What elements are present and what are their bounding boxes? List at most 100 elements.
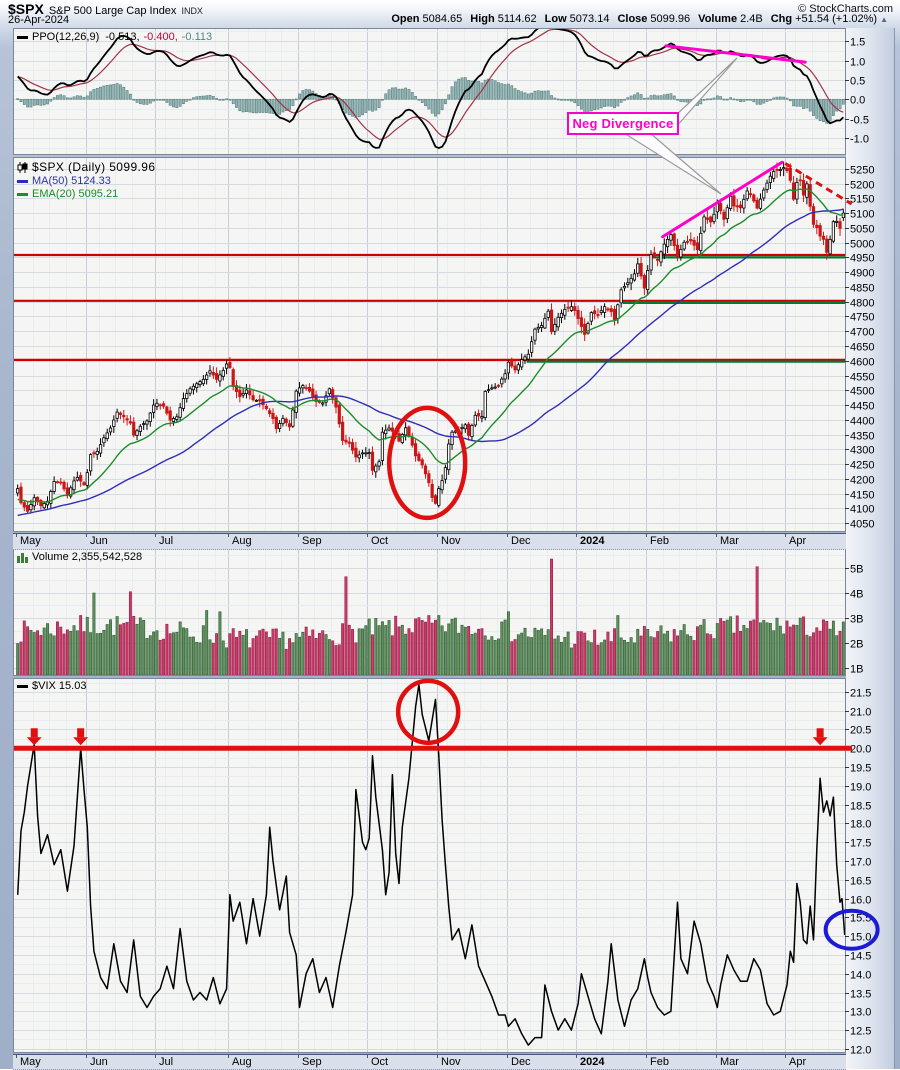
month-tick [367,1055,368,1058]
month-tick [228,534,229,537]
ppo-line-swatch [17,35,28,39]
month-label-Jul: Jul [159,535,174,547]
vix-line-swatch [17,684,28,688]
month-label-Jul: Jul [159,1056,174,1068]
volume-bars-icon [17,552,28,563]
svg-text:20.0: 20.0 [850,744,871,756]
svg-text:4700: 4700 [850,327,874,339]
month-tick [716,534,717,537]
ppo-legend-label: PPO(12,26,9) [32,31,100,43]
svg-text:16.5: 16.5 [850,876,871,888]
support-resistance-lines [14,253,845,363]
svg-text:4850: 4850 [850,283,874,295]
svg-text:17.5: 17.5 [850,838,871,850]
month-label-Oct: Oct [371,535,389,547]
svg-text:4350: 4350 [850,431,874,443]
x-axis-months-upper: May Jun Jul Aug Sep Oct Nov Dec 2024 Feb Mar Apr [13,533,846,550]
month-tick [437,534,438,537]
svg-text:15.5: 15.5 [850,913,871,925]
month-tick [298,1055,299,1058]
svg-text:4200: 4200 [850,475,874,487]
symbol-name: S&P 500 Large Cap Index [48,5,177,17]
month-label-Feb: Feb [650,1056,669,1068]
svg-text:4450: 4450 [850,401,874,413]
close-value: 5099.96 [650,13,691,25]
low-value: 5073.14 [569,13,610,25]
month-tick [646,534,647,537]
svg-text:0.0: 0.0 [850,95,865,107]
ema20-line-swatch [17,192,28,196]
month-label-May: May [20,1056,41,1068]
symbol-exchange: INDX [181,6,203,16]
svg-text:18.0: 18.0 [850,819,871,831]
ppo-signal-value: -0.400, [143,31,178,43]
svg-text:5B: 5B [850,564,863,576]
svg-text:4B: 4B [850,589,863,601]
svg-text:14.5: 14.5 [850,951,871,963]
svg-text:4900: 4900 [850,268,874,280]
volume-bars [16,558,845,675]
svg-text:4800: 4800 [850,298,874,310]
svg-text:1.0: 1.0 [850,57,865,69]
open-value: 5084.65 [422,13,463,25]
volume-panel: 5B 4B 3B 2B 1B [13,549,863,676]
month-label-Feb: Feb [650,535,669,547]
month-label-Sep: Sep [302,535,322,547]
month-label-2024: 2024 [580,1056,605,1068]
month-tick [437,1055,438,1058]
svg-text:1B: 1B [850,664,863,676]
month-label-2024: 2024 [580,535,605,547]
quote-summary: Open 5084.65 High 5114.62 Low 5073.14 Close 509… [383,13,888,25]
svg-text:19.0: 19.0 [850,782,871,794]
volume-value: 2.4B [740,13,763,25]
svg-text:-1.0: -1.0 [850,134,869,146]
svg-text:4750: 4750 [850,312,874,324]
month-tick [576,534,577,537]
price-legend: $SPX (Daily) 5099.96 [17,160,155,174]
svg-text:4050: 4050 [850,519,874,531]
month-label-Oct: Oct [371,1056,389,1068]
month-tick [785,1055,786,1058]
svg-text:1.5: 1.5 [850,37,865,49]
month-label-Sep: Sep [302,1056,322,1068]
month-tick [86,534,87,537]
month-label-Aug: Aug [232,1056,252,1068]
svg-text:15.0: 15.0 [850,932,871,944]
svg-text:3B: 3B [850,614,863,626]
month-label-Jun: Jun [90,1056,108,1068]
svg-text:4300: 4300 [850,445,874,457]
svg-text:5150: 5150 [850,194,874,206]
month-tick [16,1055,17,1058]
svg-text:2B: 2B [850,639,863,651]
svg-text:4550: 4550 [850,372,874,384]
month-tick [298,534,299,537]
svg-text:4250: 4250 [850,460,874,472]
svg-text:17.0: 17.0 [850,857,871,869]
svg-text:13.0: 13.0 [850,1007,871,1019]
volume-label: Volume [698,13,738,25]
price-legend-title: $SPX (Daily) 5099.96 [32,160,156,174]
month-label-Dec: Dec [511,535,531,547]
month-label-Jun: Jun [90,535,108,547]
volume-legend: Volume 2,355,542,528 [17,551,142,563]
high-label: High [470,13,495,25]
ma50-line-swatch [17,179,28,183]
svg-text:20.5: 20.5 [850,725,871,737]
month-label-Apr: Apr [789,535,807,547]
month-label-Mar: Mar [720,1056,739,1068]
svg-text:4600: 4600 [850,357,874,369]
svg-text:5100: 5100 [850,209,874,221]
svg-text:14.0: 14.0 [850,970,871,982]
ppo-hist-value: -0.113 [181,31,213,43]
vix-y-axis: 21.5 21.0 20.5 20.0 19.5 19.0 18.5 18.0 17.5 17.0… [845,688,871,1054]
ppo-series [16,29,845,149]
svg-text:12.5: 12.5 [850,1026,871,1038]
symbol: $SPX [8,1,44,17]
svg-text:5000: 5000 [850,239,874,251]
ema20-legend: EMA(20) 5095.21 [17,188,118,200]
svg-text:0.5: 0.5 [850,76,865,88]
price-y-axis: 5250 5200 5150 5100 5050 5000 4950 4900 4850 4800… [845,165,874,531]
price-panel: 5250 5200 5150 5100 5050 5000 4950 4900 4850 4800… [13,157,874,532]
low-label: Low [544,13,567,25]
